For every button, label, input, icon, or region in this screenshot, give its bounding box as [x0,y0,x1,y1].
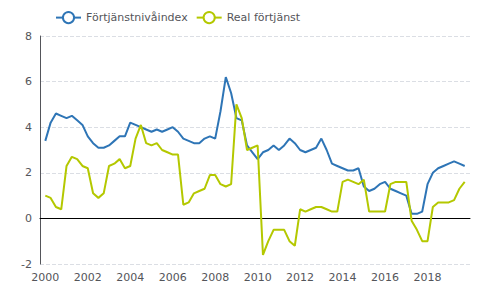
svg-text:-2: -2 [21,258,32,271]
svg-text:2012: 2012 [286,271,314,284]
svg-text:2014: 2014 [329,271,357,284]
svg-text:Förtjänstnivåindex: Förtjänstnivåindex [86,11,188,24]
svg-text:2000: 2000 [31,271,59,284]
svg-text:2: 2 [25,166,32,179]
svg-text:6: 6 [25,75,32,88]
svg-text:2008: 2008 [201,271,229,284]
svg-text:2010: 2010 [244,271,272,284]
svg-text:Real förtjänst: Real förtjänst [227,11,301,24]
svg-text:2002: 2002 [74,271,102,284]
svg-text:2004: 2004 [116,271,144,284]
svg-text:8: 8 [25,30,32,43]
svg-text:2018: 2018 [414,271,442,284]
svg-text:0: 0 [25,212,32,225]
svg-text:2016: 2016 [371,271,399,284]
svg-text:4: 4 [25,121,32,134]
svg-text:2006: 2006 [159,271,187,284]
